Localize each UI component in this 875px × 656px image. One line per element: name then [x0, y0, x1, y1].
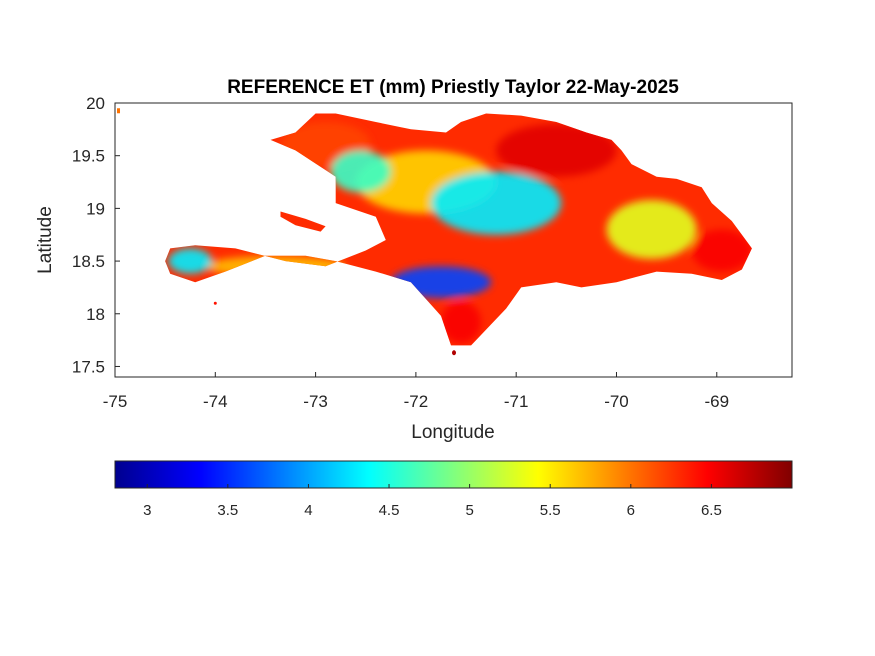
- et-patch-southern-peninsula-west-tip: [168, 248, 213, 274]
- chart-title: REFERENCE ET (mm) Priestly Taylor 22-May…: [227, 77, 679, 98]
- x-axis: -75 -74 -73 -72 -71 -70 -69: [103, 372, 729, 411]
- colorbar-tick-label: 5: [465, 502, 473, 519]
- et-patch-southwest-coast: [440, 301, 482, 344]
- et-patch-northeast: [496, 124, 617, 177]
- et-patch-northwest-highlands: [330, 150, 391, 193]
- x-tick-label: -70: [604, 392, 629, 411]
- x-tick-label: -72: [404, 392, 429, 411]
- gonave-island: [280, 211, 326, 232]
- land-mass: [165, 113, 752, 346]
- y-axis-label: Latitude: [35, 206, 56, 274]
- colorbar-ticks: 3 3.5 4 4.5 5 5.5 6 6.5: [143, 484, 722, 519]
- x-tick-label: -71: [504, 392, 529, 411]
- y-axis: 17.5 18 18.5 19 19.5 20: [72, 94, 120, 376]
- x-axis-label: Longitude: [411, 422, 494, 443]
- x-tick-label: -69: [704, 392, 729, 411]
- colorbar-tick-label: 3: [143, 502, 151, 519]
- colorbar-tick-label: 6: [627, 502, 635, 519]
- colorbar: [114, 460, 793, 489]
- y-tick-label: 18.5: [72, 252, 105, 271]
- map-layer: [117, 108, 752, 356]
- x-tick-label: -73: [303, 392, 328, 411]
- y-tick-label: 19.5: [72, 147, 105, 166]
- y-tick-label: 20: [86, 94, 105, 113]
- colorbar-tick-label: 6.5: [701, 502, 722, 519]
- corner-speck: [117, 108, 121, 114]
- colorbar-tick-label: 4.5: [379, 502, 400, 519]
- et-patches: [168, 121, 752, 344]
- y-tick-label: 18: [86, 305, 105, 324]
- y-tick-label: 17.5: [72, 357, 105, 376]
- beata-island: [452, 350, 457, 356]
- y-tick-label: 19: [86, 199, 105, 218]
- x-tick-label: -75: [103, 392, 128, 411]
- et-patch-cordillera-central: [430, 171, 562, 235]
- colorbar-tick-label: 5.5: [540, 502, 561, 519]
- et-patch-far-east: [691, 229, 752, 272]
- colorbar-tick-label: 3.5: [217, 502, 238, 519]
- x-tick-label: -74: [203, 392, 228, 411]
- et-patch-eastern-plains: [606, 199, 697, 259]
- colorbar-tick-label: 4: [304, 502, 312, 519]
- southern-speck: [213, 301, 217, 305]
